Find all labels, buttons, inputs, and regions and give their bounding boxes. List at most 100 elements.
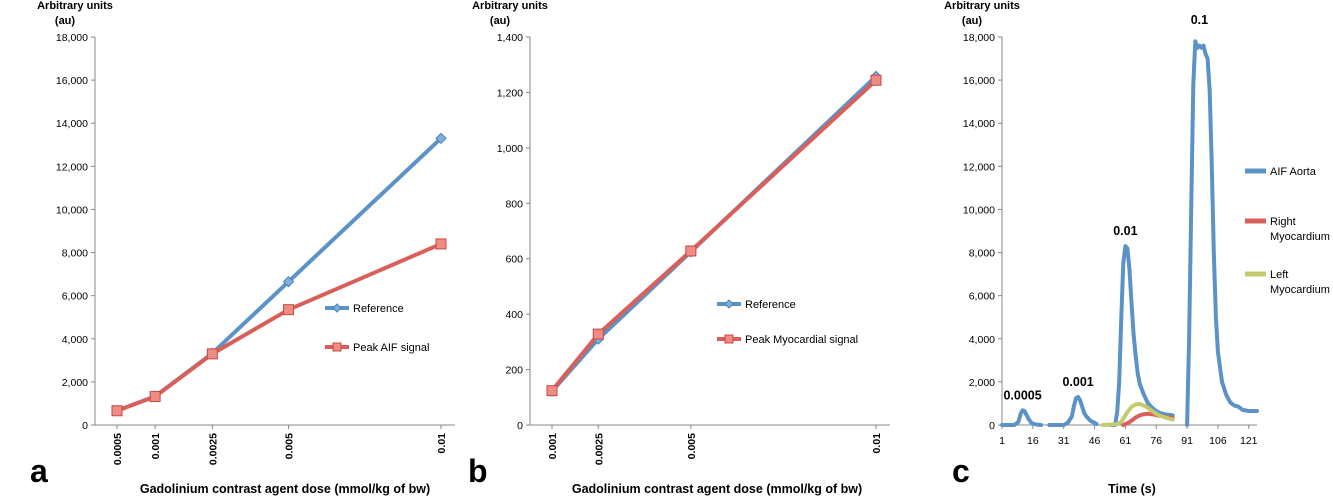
x-axis-title: Time (s) <box>1108 482 1156 496</box>
chart-panel-a: 0 2,000 4,000 6,000 8,000 10,000 12,000 14,000 1… <box>30 0 455 496</box>
y-tick-label: 4,000 <box>62 334 88 346</box>
x-tick-label: 121 <box>1240 435 1258 447</box>
x-tick-label: 0.01 <box>871 433 883 454</box>
x-tick-label: 0.0025 <box>593 433 605 465</box>
x-tick-label: 61 <box>1120 435 1132 447</box>
x-tick-label: 0.0025 <box>207 433 219 465</box>
legend-item-peak-aif-signal: Peak AIF signal <box>325 342 429 354</box>
y-tick-label: 18,000 <box>963 32 995 44</box>
x-tick-label: 0.001 <box>150 433 162 459</box>
x-tick-label: 31 <box>1058 435 1070 447</box>
x-tick-label: 106 <box>1209 435 1227 447</box>
legend-marker <box>724 334 734 344</box>
legend-item-reference: Reference <box>325 303 404 315</box>
legend-label: Right Myocardium <box>1270 216 1330 243</box>
y-tick-label: 2,000 <box>62 377 88 389</box>
x-tick-label: 16 <box>1027 435 1039 447</box>
chart-panel-b: 0 200 400 600 800 1,000 1,200 1,400 Arbitrary un… <box>468 0 890 496</box>
y-tick-label: 12,000 <box>963 161 995 173</box>
y-tick-label: 1,000 <box>497 143 523 155</box>
data-point <box>283 304 295 316</box>
x-tick-label: 0.005 <box>284 433 296 459</box>
x-tick-label: 91 <box>1181 435 1193 447</box>
dose-annotation: 0.01 <box>1113 224 1137 238</box>
y-tick-label: 12,000 <box>56 161 88 173</box>
series-line-aif-aorta <box>1047 395 1099 427</box>
data-point <box>685 245 697 257</box>
y-axis-title: Arbitrary units <box>37 0 113 12</box>
y-tick-label: 1,200 <box>497 87 523 99</box>
y-tick-label: 6,000 <box>969 291 995 303</box>
legend-label: Left Myocardium <box>1270 269 1330 296</box>
y-tick-label: 1,400 <box>497 32 523 44</box>
series-line-left-myocardium <box>1100 401 1175 427</box>
x-tick-label: 0.01 <box>436 433 448 454</box>
legend-item-left-myocardium: Left Myocardium <box>1245 269 1330 296</box>
y-tick-label: 0 <box>82 420 88 432</box>
y-tick-label: 0 <box>989 420 995 432</box>
y-tick-label: 4,000 <box>969 334 995 346</box>
data-point <box>111 405 123 417</box>
x-tick-label: 1 <box>999 435 1005 447</box>
y-axis-title: Arbitrary units <box>944 0 1020 12</box>
series-line-aif-aorta <box>1109 244 1175 427</box>
panel-label: c <box>952 453 970 489</box>
legend-item-right-myocardium: Right Myocardium <box>1245 216 1330 243</box>
x-tick-label: 76 <box>1150 435 1162 447</box>
legend-item-peak-myocardial-signal: Peak Myocardial signal <box>717 334 858 346</box>
x-tick-label: 0.001 <box>547 433 559 459</box>
legend-label: AIF Aorta <box>1270 166 1317 178</box>
y-axis-title-unit: (au) <box>55 15 76 27</box>
series-line-aif-aorta <box>1185 39 1259 427</box>
legend-marker <box>332 303 342 313</box>
legend-marker <box>724 299 734 309</box>
legend-label: Peak AIF signal <box>353 342 429 354</box>
y-tick-label: 600 <box>505 254 523 266</box>
y-tick-label: 2,000 <box>969 377 995 389</box>
y-tick-label: 14,000 <box>56 118 88 130</box>
data-point <box>149 391 161 403</box>
y-tick-label: 16,000 <box>963 75 995 87</box>
data-point <box>592 328 604 340</box>
x-tick-label: 0.0005 <box>112 433 124 465</box>
legend-item-reference: Reference <box>717 299 796 311</box>
legend-label: Peak Myocardial signal <box>745 334 858 346</box>
legend-item-aif-aorta: AIF Aorta <box>1245 166 1317 178</box>
data-point <box>435 238 447 250</box>
data-point <box>282 275 295 288</box>
legend-label: Reference <box>353 303 404 315</box>
series-line-aif-aorta <box>1000 408 1044 427</box>
y-tick-label: 8,000 <box>62 248 88 260</box>
data-point <box>870 74 882 86</box>
y-axis-title: Arbitrary units <box>472 0 548 12</box>
y-tick-label: 14,000 <box>963 118 995 130</box>
x-tick-label: 0.005 <box>686 433 698 459</box>
y-tick-label: 10,000 <box>56 204 88 216</box>
data-point <box>206 348 218 360</box>
panel-label: a <box>30 453 48 489</box>
series-line-peak-myocardial-signal <box>550 78 878 392</box>
y-axis-title-unit: (au) <box>490 15 511 27</box>
legend-marker <box>332 342 342 352</box>
chart-panel-c: 0 2,000 4,000 6,000 8,000 10,000 12,000 14,000 1… <box>944 0 1330 496</box>
y-tick-label: 16,000 <box>56 75 88 87</box>
dose-annotation: 0.0005 <box>1003 388 1041 402</box>
y-tick-label: 6,000 <box>62 291 88 303</box>
y-tick-label: 0 <box>517 420 523 432</box>
series-line-peak-aif-signal <box>116 242 442 413</box>
y-tick-label: 18,000 <box>56 32 88 44</box>
dose-annotation: 0.001 <box>1062 375 1093 389</box>
x-tick-label: 46 <box>1089 435 1101 447</box>
y-tick-label: 8,000 <box>969 248 995 260</box>
y-tick-label: 10,000 <box>963 204 995 216</box>
y-tick-label: 200 <box>505 365 523 377</box>
data-point <box>435 132 447 145</box>
data-point <box>546 385 558 397</box>
y-tick-label: 400 <box>505 309 523 321</box>
legend-label: Reference <box>745 299 796 311</box>
y-axis-title-unit: (au) <box>962 15 983 27</box>
dose-annotation: 0.1 <box>1191 13 1208 27</box>
x-axis-title: Gadolinium contrast agent dose (mmol/kg … <box>140 482 430 496</box>
y-tick-label: 800 <box>505 198 523 210</box>
